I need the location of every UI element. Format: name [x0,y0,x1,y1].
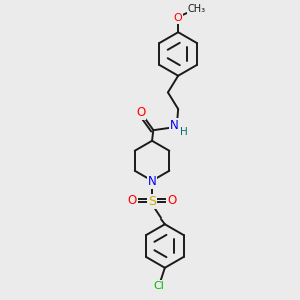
Text: CH₃: CH₃ [188,4,206,14]
Text: O: O [174,13,182,23]
Text: H: H [180,127,188,137]
Text: Cl: Cl [154,281,165,291]
Text: S: S [148,195,156,208]
Text: N: N [148,175,156,188]
Text: O: O [128,194,137,207]
Text: O: O [136,106,145,119]
Text: O: O [167,194,176,207]
Text: N: N [170,119,179,132]
